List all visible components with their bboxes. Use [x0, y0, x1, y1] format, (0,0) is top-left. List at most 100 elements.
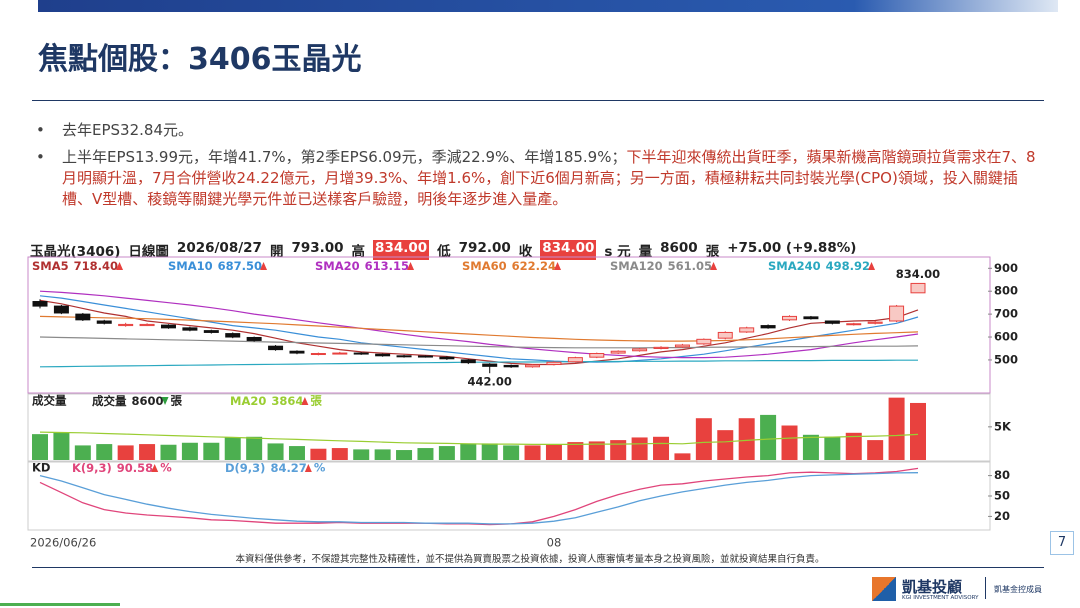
bullet-dot: •: [36, 121, 45, 139]
legend-text: D(9,3): [225, 461, 265, 475]
ma-legend: SMA240 498.92: [768, 259, 870, 273]
candle-body: [460, 359, 476, 364]
candle-body: [846, 323, 862, 326]
volume-bar: [310, 448, 327, 460]
quote-item: 高: [351, 244, 366, 260]
candle-body: [396, 355, 412, 358]
candle-body: [439, 356, 455, 360]
candle-body: [910, 282, 926, 294]
legend-text: 622.24: [512, 259, 556, 273]
candle-body: [889, 305, 905, 322]
trend-arrow: [710, 262, 718, 270]
legend-text: 561.05: [668, 259, 712, 273]
legend-unit: %: [160, 461, 172, 475]
candle-body: [503, 364, 519, 368]
candle-body: [182, 327, 198, 331]
volume-bar: [738, 418, 755, 460]
candle-body: [824, 320, 840, 324]
candle-body: [53, 305, 69, 314]
y-tick-label: 500: [994, 352, 1018, 366]
candle-body: [546, 361, 562, 366]
ma-legend: SMA10 687.50: [168, 259, 262, 273]
volume-bar: [460, 443, 477, 460]
trend-arrow: [151, 464, 159, 472]
volume-bar: [503, 445, 520, 460]
ma-legend: SMA20 613.15: [315, 259, 409, 273]
volume-bar: [631, 437, 648, 460]
volume-bar: [438, 446, 455, 460]
candle-body: [632, 348, 648, 352]
quote-item: s 元: [604, 244, 631, 260]
price-annotation: 442.00: [468, 375, 512, 389]
logo-en: KGI INVESTMENT ADVISORY: [902, 595, 979, 601]
quote-item: 量: [638, 244, 653, 260]
candle-body: [867, 321, 883, 324]
legend-text: 84.27: [270, 461, 306, 475]
candle-body: [782, 315, 798, 321]
kd-legend: K(9,3) 90.58: [72, 461, 153, 475]
volume-bar: [524, 445, 541, 460]
candle-body: [75, 313, 91, 321]
volume-bar: [224, 437, 241, 460]
volume-legend: 成交量 8600: [92, 394, 164, 408]
trend-arrow: [554, 262, 562, 270]
candle-body: [696, 338, 712, 345]
bullet: • 去年EPS32.84元。: [36, 120, 1036, 141]
volume-bar: [481, 443, 498, 460]
candle-body: [118, 323, 134, 327]
legend-text: 718.40: [74, 259, 118, 273]
bullets: • 去年EPS32.84元。 • 上半年EPS13.99元，年增41.7%，第2季E…: [36, 120, 1036, 216]
ma-line: [39, 336, 919, 349]
volume-bar: [181, 442, 198, 460]
volume-pane: [27, 393, 991, 462]
ma-line: [39, 290, 919, 359]
y-tick-label: 800: [994, 284, 1018, 298]
volume-bar: [353, 449, 370, 460]
candle-body: [96, 320, 112, 324]
volume-bar: [717, 430, 734, 460]
volume-bar: [288, 446, 305, 460]
x-tick-label: 2026/06/26: [30, 536, 96, 550]
candle-body: [717, 331, 733, 339]
y-tick-label: 600: [994, 330, 1018, 344]
candle-body: [525, 364, 541, 368]
volume-bar: [695, 418, 712, 460]
volume-bar: [802, 434, 819, 460]
volume-bar: [32, 434, 48, 460]
volume-bar: [396, 450, 413, 460]
quote-item: 日線圖: [128, 244, 169, 260]
quote-item: 張: [705, 244, 720, 260]
legend-text: 687.50: [218, 259, 262, 273]
y-tick-label: 20: [994, 509, 1010, 523]
volume-bar: [203, 442, 220, 460]
trend-arrow: [407, 262, 415, 270]
legend-text: SMA240: [768, 259, 821, 273]
y-tick-label: 900: [994, 261, 1018, 275]
bottom-accent: [0, 603, 120, 606]
x-tick-label: 08: [547, 536, 562, 550]
candle-body: [674, 344, 690, 348]
pane-title: KD: [32, 461, 50, 475]
volume-bar: [246, 436, 263, 460]
volume-bar: [824, 436, 841, 460]
logo-divider: [985, 577, 986, 599]
volume-bar: [117, 445, 134, 460]
candle-body: [225, 333, 241, 338]
volume-bar: [910, 402, 926, 460]
legend-text: 498.92: [826, 259, 870, 273]
quote-item: 收: [518, 244, 533, 260]
trend-arrow: [301, 397, 309, 405]
volume-bar: [417, 448, 434, 460]
quote-item: 2026/08/27: [176, 240, 262, 256]
legend-text: SMA20: [315, 259, 360, 273]
candle-body: [375, 353, 391, 357]
volume-bar: [760, 414, 777, 460]
bullet-text: 上半年EPS13.99元，年增41.7%，第2季EPS6.09元，季減22.9%…: [62, 147, 1036, 210]
volume-bar: [96, 444, 113, 460]
trend-arrow: [868, 262, 876, 270]
volume-bar: [53, 432, 70, 460]
bullet-dot: •: [36, 148, 45, 166]
quote-item: 低: [437, 244, 451, 260]
